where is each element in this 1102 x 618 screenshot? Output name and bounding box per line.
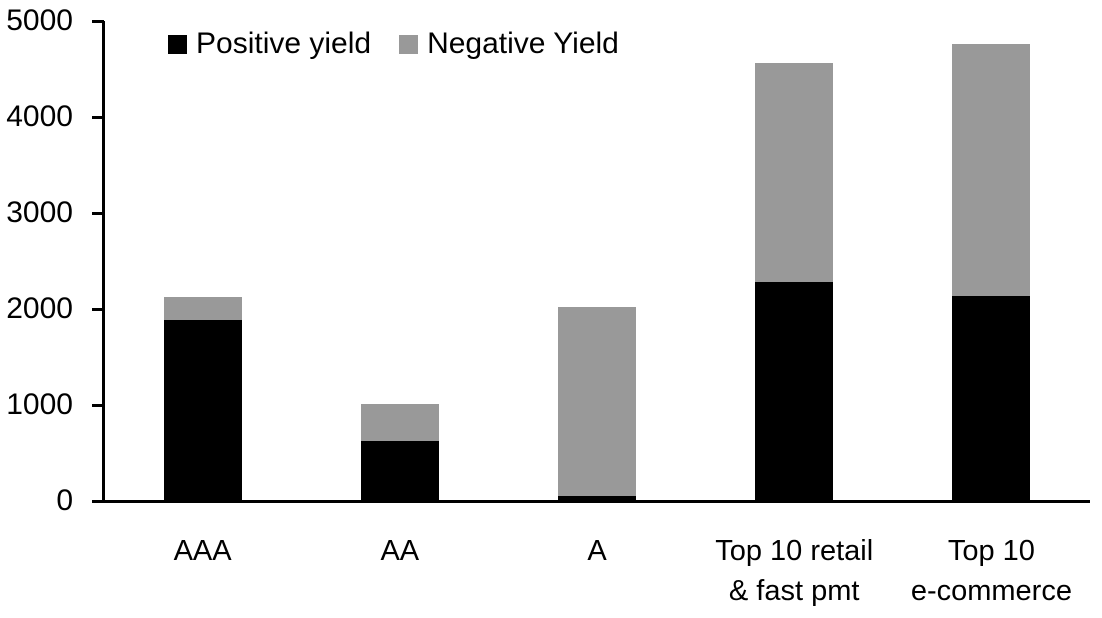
x-axis-line [93, 500, 1090, 503]
y-axis-tick-label: 1000 [6, 388, 73, 421]
y-axis-tick-label: 3000 [6, 196, 73, 229]
y-axis-tick-label: 2000 [6, 292, 73, 325]
y-axis-tick [92, 211, 104, 215]
legend-swatch-icon [168, 34, 187, 54]
legend: Positive yield Negative Yield [168, 27, 619, 61]
y-axis-tick-label: 0 [56, 484, 73, 517]
x-axis-label-aaa: AAA [173, 535, 232, 567]
bar-aa-positive-yield [360, 441, 439, 501]
x-axis-label-a: A [587, 535, 607, 567]
x-axis-label-top-10-e-commerce: Top 10 e-commerce [910, 535, 1072, 607]
legend-swatch-icon [399, 34, 419, 54]
legend-item-positive-yield: Positive yield [168, 27, 371, 61]
bar-top-10-e-commerce-negative-yield [952, 44, 1031, 296]
x-axis-label-top-10-retail-fast-pmt: Top 10 retail & fast pmt [715, 535, 874, 607]
y-axis-tick [92, 403, 104, 407]
y-axis-tick-label: 5000 [6, 4, 73, 37]
bar-top-10-retail-fast-pmt-positive-yield [755, 282, 834, 501]
bar-top-10-retail-fast-pmt-negative-yield [755, 63, 834, 283]
y-axis-tick [92, 307, 104, 311]
bar-a-negative-yield [558, 306, 636, 497]
bar-a-positive-yield [558, 496, 636, 501]
bar-top-10-e-commerce-positive-yield [952, 295, 1031, 501]
y-axis-tick-label: 4000 [6, 100, 73, 133]
bar-aaa-positive-yield [163, 319, 242, 501]
y-axis-tick [92, 19, 104, 23]
bar-aa-negative-yield [360, 404, 439, 442]
legend-label: Negative Yield [427, 27, 619, 60]
legend-item-negative-yield: Negative Yield [399, 27, 619, 61]
bar-aaa-negative-yield [163, 297, 242, 320]
y-axis-line [102, 21, 105, 503]
y-axis-tick [92, 115, 104, 119]
legend-label: Positive yield [196, 27, 372, 60]
x-axis-label-aa: AA [380, 535, 420, 567]
